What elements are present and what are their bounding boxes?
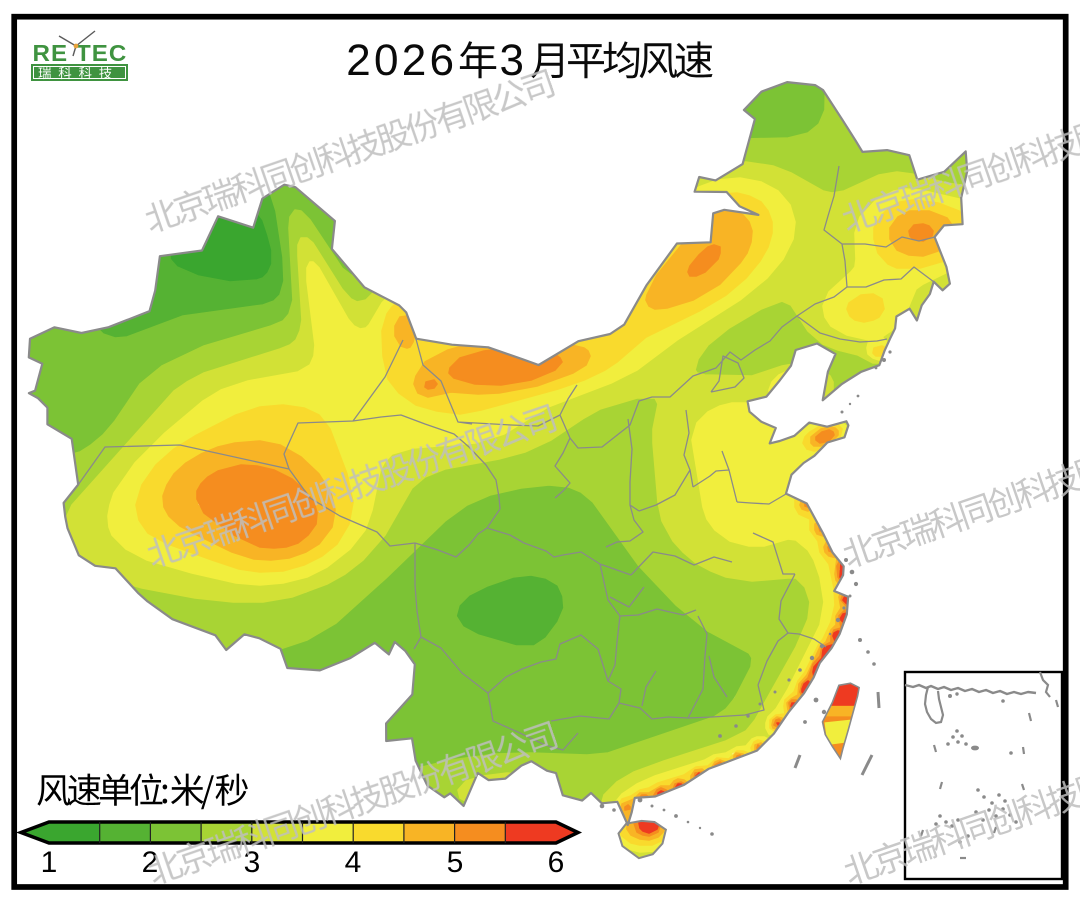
svg-text:RE TEC: RE TEC	[33, 41, 128, 66]
svg-text:4: 4	[345, 846, 362, 879]
svg-text:5: 5	[447, 846, 464, 879]
svg-text:6: 6	[548, 846, 565, 879]
svg-text:2: 2	[142, 846, 159, 879]
svg-text:1: 1	[41, 846, 58, 879]
